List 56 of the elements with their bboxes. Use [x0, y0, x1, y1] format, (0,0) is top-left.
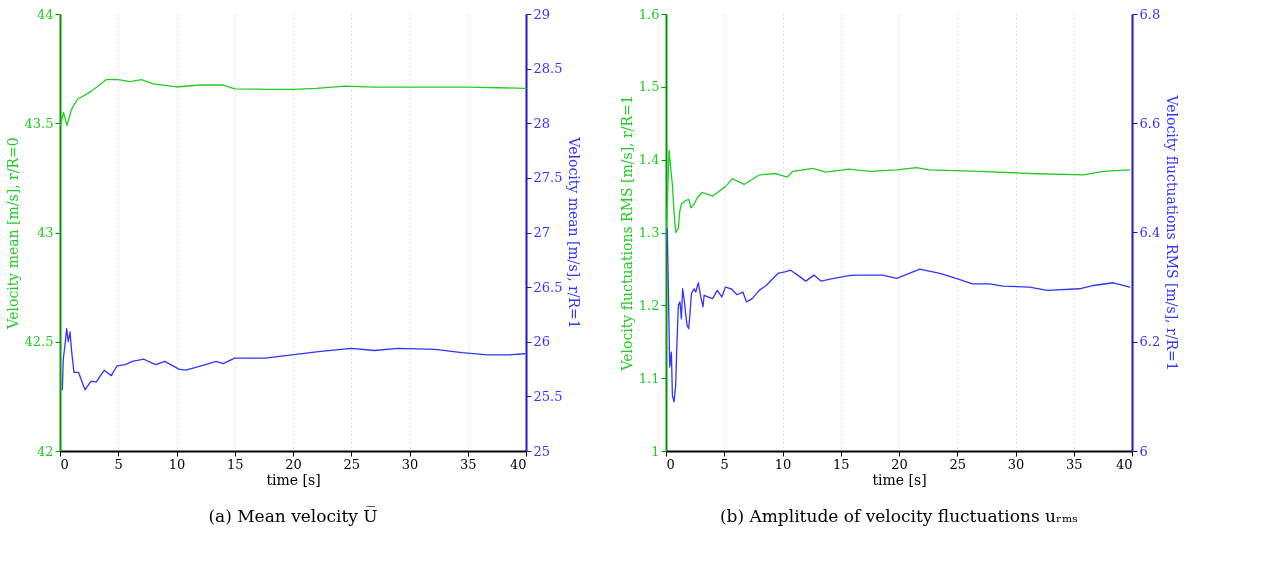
y2-tick-label: 26.5: [533, 279, 563, 295]
y2-tick-label: 6.4: [1139, 225, 1161, 240]
y2-tick-label: 28: [533, 115, 551, 131]
y-axis-title: Velocity mean [m/s], r/R=0: [4, 137, 21, 330]
x-tick-label: 5: [720, 456, 729, 472]
x-tick-label: 25: [343, 456, 361, 472]
y2-tick-label: 6.2: [1139, 334, 1161, 350]
y-axis-title: Velocity fluctuations RMS [m/s], r/R=1: [618, 95, 635, 372]
y-tick-label: 42.5: [24, 334, 54, 350]
x-tick-label: 20: [891, 456, 908, 472]
y2-tick-label: 25.5: [533, 388, 563, 404]
x-tick-label: 35: [1065, 456, 1083, 472]
line-series: [59, 78, 527, 127]
y-tick-label: 43.5: [24, 115, 54, 131]
text: (b) Amplitude of velocity fluctuations uᵣₘₛ: [719, 506, 1079, 526]
y-tick-label: 1.3: [638, 225, 660, 240]
x-tick-label: 25: [949, 456, 967, 472]
x-tick-label: 0: [666, 456, 675, 472]
y2-axis-title: Velocity mean [m/s], r/R=1: [566, 136, 583, 329]
y2-tick-label: 27: [533, 225, 551, 240]
y-tick-label: 43: [36, 225, 54, 240]
y2-tick-label: 26: [533, 334, 551, 350]
line-series: [666, 228, 1131, 403]
y-tick-label: 44: [36, 6, 54, 22]
y2-tick-label: 27.5: [533, 170, 563, 186]
text: (a) Mean velocity U̅: [208, 505, 378, 526]
x-tick-label: 15: [832, 456, 850, 472]
x-tick-label: 35: [459, 456, 477, 472]
x-tick-label: 10: [774, 456, 792, 472]
x-tick-label: 15: [226, 456, 244, 472]
y2-tick-label: 6.6: [1139, 115, 1161, 131]
y-tick-label: 42: [36, 443, 54, 459]
x-tick-label: 40: [509, 456, 527, 472]
y-tick-label: 1.5: [638, 79, 660, 95]
y2-axis-title: Velocity fluctuations RMS [m/s], r/R=1: [1164, 94, 1181, 371]
x-tick-label: 20: [285, 456, 302, 472]
y-tick-label: 1.2: [638, 297, 660, 313]
x-axis-title: time [s]: [266, 471, 321, 488]
x-tick-label: 0: [60, 456, 69, 472]
x-tick-label: 10: [168, 456, 186, 472]
y-tick-label: 1.6: [638, 6, 660, 22]
y-tick-label: 1.4: [638, 152, 660, 168]
y2-tick-label: 29: [533, 6, 551, 22]
x-axis-title: time [s]: [872, 471, 927, 488]
line-series: [665, 149, 1131, 242]
x-tick-label: 5: [114, 456, 123, 472]
x-tick-label: 30: [401, 456, 419, 472]
y2-tick-label: 6.8: [1139, 6, 1161, 22]
x-tick-label: 40: [1115, 456, 1133, 472]
y-tick-label: 1: [651, 443, 660, 459]
line-series: [61, 327, 526, 391]
y2-tick-label: 28.5: [533, 61, 563, 77]
y2-tick-label: 6: [1139, 443, 1148, 459]
y2-tick-label: 25: [533, 443, 551, 459]
y-tick-label: 1.1: [638, 370, 660, 386]
x-tick-label: 30: [1007, 456, 1025, 472]
